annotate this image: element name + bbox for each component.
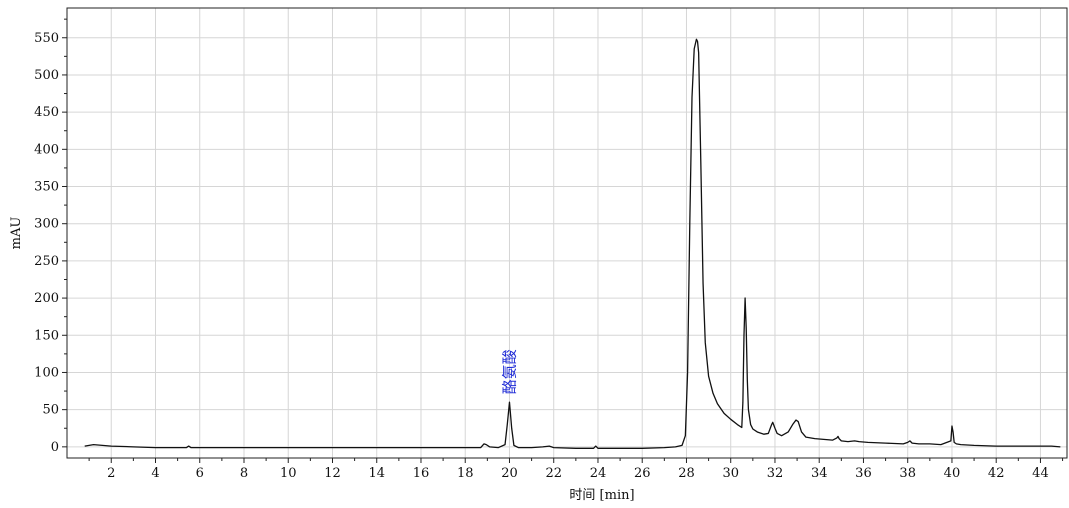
x-tick-label: 4 [151,466,159,481]
x-tick-label: 44 [1032,466,1049,481]
y-tick-label: 100 [34,365,59,380]
x-tick-label: 22 [545,466,562,481]
y-axis-title: mAU [9,217,24,250]
x-tick-label: 20 [501,466,518,481]
y-tick-label: 0 [51,440,59,455]
peak-annotation: 酪氨酸 [500,349,518,394]
y-tick-label: 400 [34,142,59,157]
x-tick-label: 34 [811,466,828,481]
y-tick-label: 150 [34,328,59,343]
y-tick-label: 250 [34,254,59,269]
annotation-layer: 酪氨酸 [500,349,518,394]
x-tick-label: 12 [324,466,341,481]
y-tick-label: 300 [34,217,59,232]
x-tick-label: 24 [590,466,607,481]
y-tick-label: 50 [42,403,59,418]
y-tick-label: 200 [34,291,59,306]
x-axis-title: 时间 [min] [569,488,634,503]
x-tick-label: 30 [722,466,739,481]
grid-layer [67,8,1067,458]
plot-frame [66,7,1068,459]
x-tick-label: 2 [107,466,115,481]
x-tick-label: 14 [368,466,385,481]
x-tick-label: 10 [280,466,297,481]
x-tick-label: 38 [899,466,916,481]
x-tick-label: 26 [634,466,651,481]
y-tick-label: 500 [34,68,59,83]
series-line-0 [84,38,1061,449]
x-tick-label: 18 [457,466,474,481]
x-tick-label: 42 [988,466,1005,481]
x-tick-label: 16 [413,466,430,481]
y-tick-label: 550 [34,31,59,46]
x-tick-label: 6 [196,466,204,481]
tick-layer [62,18,1064,463]
y-tick-label: 350 [34,180,59,195]
x-tick-label: 40 [944,466,961,481]
x-tick-label: 8 [240,466,248,481]
label-layer: 2 4 6 8 10 12 14 16 18 20 22 24 26 28 30 32 34 36 38 40 42 44… [34,31,1049,481]
x-tick-label: 32 [767,466,784,481]
x-tick-label: 36 [855,466,872,481]
y-tick-label: 450 [34,105,59,120]
x-tick-label: 28 [678,466,695,481]
trace-layer [84,38,1061,449]
